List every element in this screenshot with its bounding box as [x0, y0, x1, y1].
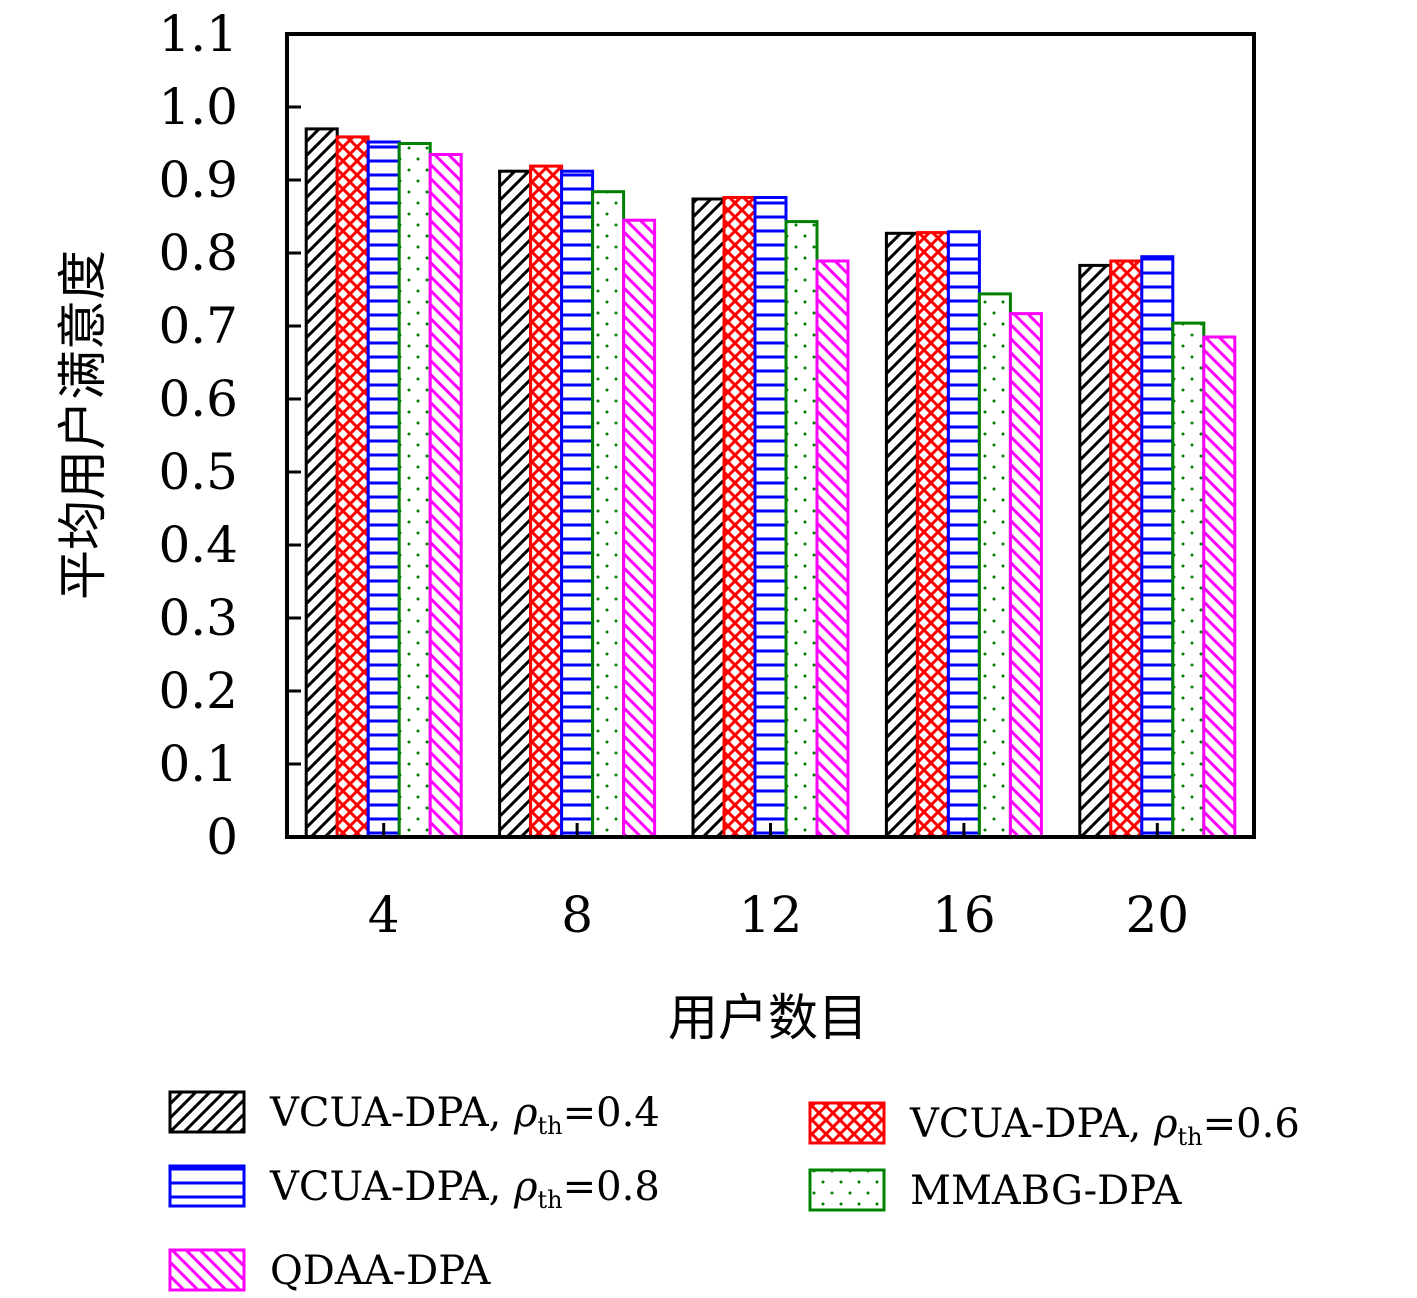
bar-4-series-2 [335, 135, 370, 839]
bar-8-series-3 [560, 169, 595, 839]
legend-swatch [168, 1248, 246, 1292]
legend-label: VCUA-DPA, ρth=0.8 [269, 1164, 660, 1214]
bar-16-series-2 [915, 231, 950, 839]
legend-item-3: VCUA-DPA, ρth=0.8 [168, 1164, 660, 1214]
legend-swatch [168, 1090, 246, 1134]
bar-12-series-5 [815, 259, 850, 839]
y-tick-label: 0.4 [158, 516, 238, 574]
y-tick-label: 0.8 [158, 224, 238, 282]
y-tick-label: 1.0 [158, 78, 238, 136]
x-tick-label: 4 [368, 886, 400, 944]
bar-4-series-3 [366, 140, 401, 839]
legend-label: MMABG-DPA [910, 1168, 1182, 1214]
legend-item-5: QDAA-DPA [168, 1248, 491, 1294]
bar-12-series-2 [722, 196, 757, 839]
bar-8-series-2 [529, 164, 564, 839]
axes: 0 0.1 0.2 0.3 0.4 0.5 0.6 0.7 0.8 0.9 1.0 1.1 4 8 12 16… [158, 5, 1256, 944]
bar-12-series-1 [691, 197, 726, 839]
legend-swatch [168, 1164, 246, 1208]
y-tick-label: 1.1 [158, 5, 238, 63]
y-tick-label: 0.7 [158, 297, 238, 355]
legend-item-4: MMABG-DPA [808, 1168, 1182, 1214]
y-tick-label: 0.3 [158, 589, 238, 647]
bar-16-series-4 [977, 292, 1012, 839]
y-tick-label: 0.2 [158, 662, 238, 720]
legend-label: VCUA-DPA, ρth=0.4 [269, 1090, 660, 1140]
legend-label: QDAA-DPA [270, 1248, 491, 1294]
bar-20-series-5 [1202, 335, 1237, 839]
bars-layer [304, 127, 1237, 839]
bar-8-series-4 [591, 190, 626, 839]
x-tick-label: 16 [932, 886, 996, 944]
bar-8-series-1 [498, 169, 533, 839]
x-axis-title: 用户数目 [668, 989, 868, 1047]
legend-swatch [808, 1101, 886, 1145]
bar-20-series-2 [1109, 259, 1144, 839]
bar-20-series-1 [1078, 263, 1113, 839]
bar-4-series-5 [428, 153, 463, 839]
x-tick-label: 12 [739, 886, 803, 944]
y-axis-title: 平均用户满意度 [54, 250, 112, 600]
bar-4-series-4 [397, 142, 432, 839]
y-tick-label: 0 [206, 808, 238, 866]
bar-8-series-5 [622, 218, 657, 839]
y-tick-label: 0.6 [158, 370, 238, 428]
legend: VCUA-DPA, ρth=0.4 VCUA-DPA, ρth=0.6 VCUA-D… [168, 1090, 1300, 1294]
legend-item-2: VCUA-DPA, ρth=0.6 [808, 1101, 1300, 1151]
bar-12-series-3 [753, 196, 788, 839]
bar-16-series-1 [884, 231, 919, 839]
bar-12-series-4 [784, 220, 819, 839]
y-tick-label: 0.1 [158, 735, 238, 793]
bar-20-series-3 [1140, 255, 1175, 839]
bar-16-series-3 [946, 230, 981, 839]
bar-16-series-5 [1008, 312, 1043, 839]
y-tick-label: 0.9 [158, 151, 238, 209]
legend-label: VCUA-DPA, ρth=0.6 [909, 1101, 1300, 1151]
x-tick-label: 8 [561, 886, 593, 944]
bar-20-series-4 [1171, 321, 1206, 839]
legend-swatch [808, 1168, 886, 1212]
x-tick-label: 20 [1125, 886, 1189, 944]
y-tick-label: 0.5 [158, 443, 238, 501]
bar-4-series-1 [304, 127, 339, 839]
legend-item-1: VCUA-DPA, ρth=0.4 [168, 1090, 660, 1140]
